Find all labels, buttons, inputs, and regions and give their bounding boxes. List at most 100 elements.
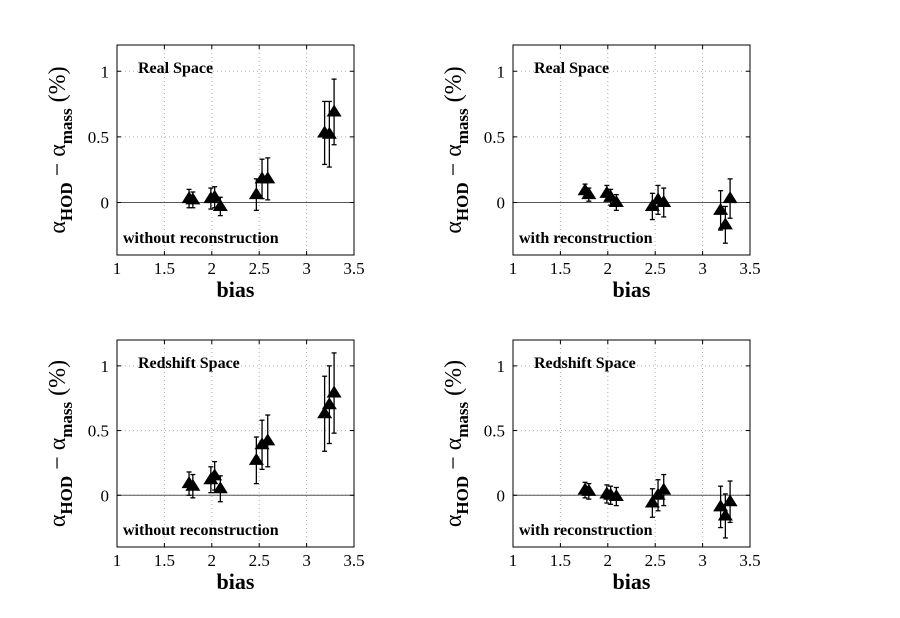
x-tick-label: 2.5 — [645, 551, 666, 570]
y-tick-label: 1 — [101, 357, 110, 376]
y-axis-label-suffix: (%) — [441, 66, 467, 108]
data-point-triangle — [608, 195, 624, 207]
data-point-triangle — [717, 508, 733, 521]
data-point-triangle — [260, 433, 276, 446]
data-point-triangle — [212, 481, 228, 494]
panel-title: Redshift Space — [138, 355, 240, 372]
data-point-triangle — [321, 126, 337, 139]
data-point-triangle — [212, 198, 228, 211]
panel-bottom-left: 1 1.5 2 2.5 3 3.5 0 0.5 1 bias αHOD − αmass (%) Red… — [45, 339, 365, 594]
data-point-triangle — [644, 495, 660, 508]
x-tick-label: 2.5 — [645, 259, 666, 278]
y-axis-label-mid: − α — [45, 437, 71, 476]
y-tick-label: 0 — [497, 194, 506, 213]
data-point-triangle — [326, 104, 342, 117]
panel-annotation: with reconstruction — [519, 230, 653, 247]
y-tick-label: 0 — [101, 486, 110, 505]
x-tick-label: 1.5 — [550, 551, 571, 570]
y-axis-label: αHOD − αmass (%) — [45, 66, 76, 233]
data-point-triangle — [656, 195, 672, 207]
x-tick-label: 1.5 — [550, 259, 571, 278]
y-tick-label: 1 — [497, 357, 506, 376]
panel-title: Real Space — [138, 60, 213, 77]
x-tick-label: 3 — [302, 259, 311, 278]
data-point-triangle — [321, 397, 337, 410]
x-axis-label: bias — [217, 569, 255, 594]
data-point-triangle — [713, 499, 729, 512]
data-point-triangle — [656, 482, 672, 495]
data-point-triangle — [317, 406, 333, 419]
panel-title: Real Space — [534, 60, 609, 77]
data-point-triangle — [326, 385, 342, 398]
y-axis-label-suffix: (%) — [45, 360, 71, 402]
x-tick-label: 3.5 — [343, 551, 364, 570]
axes-box — [512, 44, 751, 256]
x-axis-label: bias — [613, 277, 651, 302]
y-axis-label-prefix: α — [441, 221, 467, 234]
data-point-triangle — [644, 198, 660, 211]
y-axis-label-sub2: mass — [453, 401, 472, 437]
x-tick-label: 1.5 — [154, 551, 175, 570]
y-tick-label: 0.5 — [484, 128, 505, 147]
panel-annotation: with reconstruction — [519, 522, 653, 539]
x-tick-label: 3.5 — [739, 551, 760, 570]
x-tick-label: 2 — [208, 259, 217, 278]
y-axis-label-sub1: HOD — [453, 182, 472, 221]
y-axis-label-mid: − α — [441, 144, 467, 183]
x-tick-label: 1 — [113, 259, 122, 278]
y-axis-label-sub2: mass — [453, 108, 472, 144]
panel-bottom-right: 1 1.5 2 2.5 3 3.5 0 0.5 1 bias αHOD − αmass (%) Red… — [441, 339, 761, 594]
y-tick-label: 0 — [101, 194, 110, 213]
y-axis-label-sub1: HOD — [453, 476, 472, 515]
data-point-triangle — [248, 187, 264, 200]
x-tick-label: 3 — [698, 551, 707, 570]
y-axis-label-suffix: (%) — [45, 66, 71, 108]
data-point-triangle — [722, 191, 738, 204]
y-axis-label: αHOD − αmass (%) — [45, 360, 76, 527]
axes-box — [116, 44, 355, 256]
x-tick-label: 1 — [113, 551, 122, 570]
y-tick-label: 0.5 — [484, 422, 505, 441]
x-tick-label: 2 — [208, 551, 217, 570]
y-axis-label: αHOD − αmass (%) — [441, 66, 472, 233]
data-point-triangle — [207, 189, 223, 202]
x-tick-label: 3.5 — [343, 259, 364, 278]
panel-top-right: 1 1.5 2 2.5 3 3.5 0 0.5 1 bias αHOD − αmass (%) Rea… — [441, 44, 761, 302]
y-axis-label-prefix: α — [441, 514, 467, 527]
axes-box — [116, 339, 355, 548]
data-point-triangle — [207, 468, 223, 481]
data-point-triangle — [713, 202, 729, 215]
x-tick-label: 1 — [509, 551, 518, 570]
data-point-triangle — [717, 217, 733, 230]
x-tick-label: 1 — [509, 259, 518, 278]
panel-title: Redshift Space — [534, 355, 636, 372]
panel-annotation: without reconstruction — [123, 230, 279, 247]
x-tick-label: 1.5 — [154, 259, 175, 278]
x-tick-label: 2.5 — [249, 551, 270, 570]
data-point-triangle — [581, 483, 597, 496]
panel-top-left: 1 1.5 2 2.5 3 3.5 0 0.5 1 bias αHOD − αmass (%) Rea… — [45, 44, 365, 302]
axes-box — [512, 339, 751, 548]
data-point-triangle — [722, 494, 738, 507]
data-point-triangle — [581, 187, 597, 200]
x-tick-label: 3 — [698, 259, 707, 278]
y-tick-label: 0.5 — [88, 422, 109, 441]
y-axis-label-prefix: α — [45, 514, 71, 527]
data-point-triangle — [185, 478, 201, 491]
y-axis-label-sub1: HOD — [57, 182, 76, 221]
panel-annotation: without reconstruction — [123, 522, 279, 539]
y-tick-label: 0.5 — [88, 128, 109, 147]
y-axis-label-suffix: (%) — [441, 360, 467, 402]
y-axis-label: αHOD − αmass (%) — [441, 360, 472, 527]
y-axis-label-sub2: mass — [57, 108, 76, 144]
data-point-triangle — [260, 171, 276, 184]
x-tick-label: 2.5 — [249, 259, 270, 278]
data-point-triangle — [248, 452, 264, 465]
data-point-triangle — [608, 489, 624, 502]
y-tick-label: 1 — [101, 62, 110, 81]
y-axis-label-sub1: HOD — [57, 476, 76, 515]
y-axis-label-mid: − α — [45, 144, 71, 183]
x-axis-label: bias — [217, 277, 255, 302]
x-tick-label: 2 — [604, 259, 613, 278]
